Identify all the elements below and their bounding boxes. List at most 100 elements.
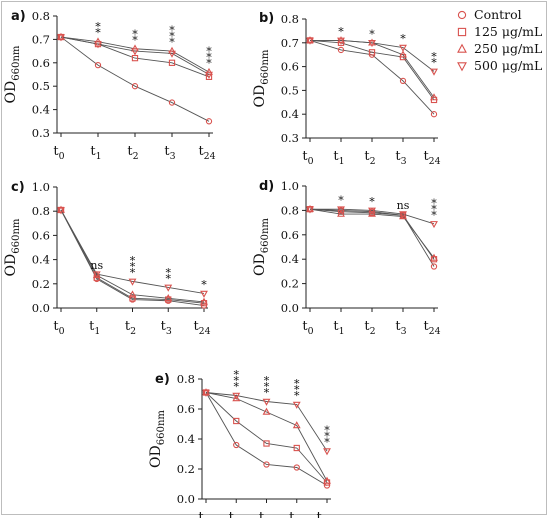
x-tick-label: t3 xyxy=(395,149,406,167)
data-point xyxy=(430,253,438,261)
data-point xyxy=(337,206,345,214)
y-tick-label: 0.0 xyxy=(32,301,50,315)
data-point xyxy=(57,34,65,42)
x-tick-label: t0 xyxy=(198,510,209,518)
data-point xyxy=(399,77,407,85)
y-tick-label: 0.5 xyxy=(281,83,299,97)
series-line xyxy=(310,208,435,225)
y-tick-label: 0.8 xyxy=(177,372,195,386)
x-tick-label: t24 xyxy=(423,149,440,167)
y-tick-label: 1.0 xyxy=(281,179,299,193)
legend-marker xyxy=(457,62,467,72)
series-line xyxy=(205,392,328,483)
data-point xyxy=(262,407,271,415)
data-point xyxy=(337,37,345,45)
y-axis-title: OD660nm xyxy=(3,218,22,276)
data-point xyxy=(232,392,241,400)
x-tick-label: t0 xyxy=(53,319,64,337)
data-point xyxy=(131,83,139,90)
y-tick-label: 0.6 xyxy=(32,56,50,70)
series-line xyxy=(205,392,328,482)
data-point xyxy=(323,448,331,456)
x-tick-label: t1 xyxy=(89,319,100,337)
data-point xyxy=(92,271,101,279)
data-point xyxy=(368,207,376,215)
y-tick-label: 0.4 xyxy=(177,432,195,446)
significance-label: *** xyxy=(206,45,212,70)
legend-label: 500 μg/mL xyxy=(474,58,542,73)
data-point xyxy=(337,209,345,217)
data-point xyxy=(164,284,173,292)
x-tick-label: t24 xyxy=(423,319,440,337)
significance-label: * xyxy=(400,33,406,46)
significance-label: * xyxy=(338,194,344,207)
data-point xyxy=(57,207,65,215)
panel-label: a) xyxy=(11,9,26,24)
significance-label: ** xyxy=(95,21,101,40)
data-point xyxy=(263,461,270,468)
x-tick-label: t3 xyxy=(395,319,406,337)
x-tick-label: t2 xyxy=(127,144,138,162)
data-point xyxy=(323,476,331,484)
significance-label: * xyxy=(338,25,344,38)
y-axis-title: OD660nm xyxy=(148,410,167,468)
data-point xyxy=(94,61,102,69)
data-point xyxy=(168,99,176,106)
y-tick-label: 0.8 xyxy=(281,203,299,217)
significance-label: *** xyxy=(264,375,270,400)
series-line xyxy=(60,36,210,75)
data-point xyxy=(168,50,176,58)
y-tick-label: 0.3 xyxy=(281,131,299,145)
legend-label: 125 μg/mL xyxy=(474,24,542,39)
y-tick-label: 0.2 xyxy=(177,462,195,476)
x-tick-label: t2 xyxy=(259,510,270,518)
data-point xyxy=(430,111,438,118)
data-point xyxy=(128,278,137,286)
data-point xyxy=(399,44,407,52)
significance-label: *** xyxy=(130,254,136,279)
data-point xyxy=(233,417,240,425)
significance-label: ns xyxy=(397,199,410,212)
significance-label: *** xyxy=(324,424,330,449)
data-point xyxy=(168,59,176,66)
chart-panel-5: e) 0.0 0.2 0.4 0.6 0.8 t0 t1 t2 t3 t24 OD660nm *** **… xyxy=(148,369,334,518)
y-tick-label: 0.4 xyxy=(281,107,299,121)
y-tick-label: 0.2 xyxy=(281,277,299,291)
data-point xyxy=(128,290,137,298)
y-tick-label: 0.0 xyxy=(177,492,195,506)
legend-marker xyxy=(457,10,467,20)
legend-marker xyxy=(457,27,467,37)
series-line xyxy=(60,36,210,122)
x-tick-label: t1 xyxy=(333,319,344,337)
data-point xyxy=(205,118,213,125)
y-axis-title: OD660nm xyxy=(3,45,22,103)
significance-label: ** xyxy=(166,266,172,285)
x-tick-label: t1 xyxy=(90,144,101,162)
significance-label: * xyxy=(369,28,375,41)
x-tick-label: t2 xyxy=(364,319,375,337)
series-line xyxy=(60,209,205,304)
data-point xyxy=(292,421,301,429)
y-tick-label: 0.8 xyxy=(32,9,50,23)
data-point xyxy=(232,394,241,402)
data-point xyxy=(306,37,314,45)
y-tick-label: 0.6 xyxy=(32,228,50,242)
data-point xyxy=(292,401,301,409)
x-tick-label: t0 xyxy=(53,144,64,162)
panel-label: c) xyxy=(11,180,25,195)
data-point xyxy=(262,398,271,406)
y-tick-label: 0.7 xyxy=(32,32,50,46)
data-point xyxy=(368,40,376,48)
y-tick-label: 0.4 xyxy=(281,252,299,266)
x-tick-label: t1 xyxy=(333,149,344,167)
data-point xyxy=(129,295,136,302)
x-tick-label: t24 xyxy=(193,319,210,337)
y-tick-label: 0.2 xyxy=(32,277,50,291)
y-tick-label: 0.8 xyxy=(32,204,50,218)
data-point xyxy=(430,263,438,270)
y-tick-label: 0.3 xyxy=(32,126,50,140)
data-point xyxy=(337,46,345,54)
